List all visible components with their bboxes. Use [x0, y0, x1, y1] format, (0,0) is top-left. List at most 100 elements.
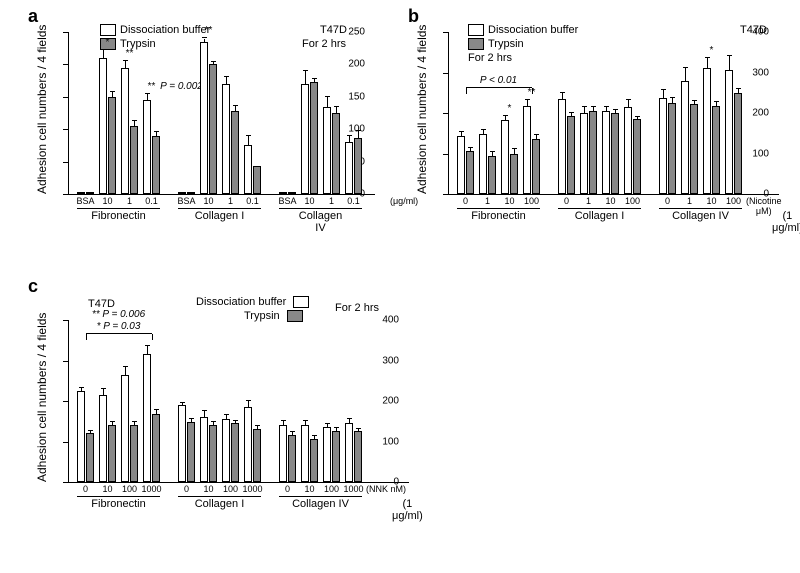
bar [457, 136, 465, 194]
bar [200, 42, 208, 194]
group-label: Collagen IV [672, 210, 729, 222]
bar [187, 192, 195, 194]
bar [354, 138, 362, 194]
legend-open-label: Dissociation buffer [196, 296, 286, 308]
bar [244, 145, 252, 194]
sig-annot: * [106, 37, 110, 48]
ecm-conc-label: (1 μg/ml) [772, 210, 800, 234]
bar [703, 68, 711, 194]
dose-label: 0.1 [145, 196, 158, 206]
bar [143, 354, 151, 482]
unit-suffix: (NNK nM) [366, 484, 406, 494]
bar [323, 427, 331, 482]
dose-label: BSA [278, 196, 296, 206]
bar [99, 395, 107, 482]
bar [734, 93, 742, 194]
bar [222, 419, 230, 482]
bar [200, 417, 208, 482]
bar [288, 435, 296, 482]
bar [712, 106, 720, 194]
bar [602, 111, 610, 194]
chart-a: 050100150200250Adhesion cell numbers / 4… [68, 32, 375, 195]
bar [253, 429, 261, 482]
bar [659, 98, 667, 194]
ecm-conc-label: (1 μg/ml) [392, 498, 423, 522]
ytick-label: 100 [752, 148, 769, 159]
bar [77, 192, 85, 194]
bar [108, 97, 116, 194]
bar [310, 82, 318, 194]
bracket-label: * P = 0.03 [97, 321, 141, 332]
dose-label: 0 [564, 196, 569, 206]
bar [501, 120, 509, 194]
dose-label: 10 [605, 196, 615, 206]
ytick-label: 100 [382, 436, 399, 447]
sig-annot: ** [126, 48, 134, 59]
dose-label: 0.1 [347, 196, 360, 206]
bar [209, 64, 217, 194]
y-axis-label: Adhesion cell numbers / 4 fields [415, 25, 429, 194]
sig-annot: ** [205, 25, 213, 36]
bar [152, 414, 160, 482]
ytick-label: 250 [348, 27, 365, 38]
dose-label: 100 [524, 196, 539, 206]
bar [624, 107, 632, 194]
group-label: Fibronectin [91, 498, 145, 510]
bar [332, 431, 340, 482]
dose-label: BSA [76, 196, 94, 206]
bar [99, 58, 107, 194]
bar [633, 119, 641, 194]
dose-label: 10 [304, 484, 314, 494]
dose-label: 1 [228, 196, 233, 206]
sig-annot: * [508, 103, 512, 114]
bar [244, 407, 252, 482]
bar [332, 113, 340, 194]
bar [310, 439, 318, 482]
dose-label: 10 [706, 196, 716, 206]
bar [466, 151, 474, 194]
bracket-label: P < 0.01 [480, 75, 517, 86]
bar [345, 423, 353, 482]
bar [222, 84, 230, 194]
bar [288, 192, 296, 194]
legend-swatch-open-icon [293, 296, 309, 308]
bar [187, 422, 195, 482]
time-c: For 2 hrs [335, 302, 379, 314]
bar [479, 134, 487, 194]
dose-label: 1 [687, 196, 692, 206]
bar [690, 104, 698, 194]
ytick-label: 400 [752, 27, 769, 38]
bar [130, 425, 138, 482]
dose-label: 0 [83, 484, 88, 494]
group-label: Collagen I [195, 210, 245, 222]
legend-open-c: Dissociation buffer [196, 296, 313, 308]
bar [178, 405, 186, 482]
bar [611, 113, 619, 194]
y-axis-label: Adhesion cell numbers / 4 fields [35, 313, 49, 482]
bar [589, 111, 597, 194]
sig-annot: * [710, 45, 714, 56]
bar [279, 192, 287, 194]
chart-c: 0100200300400Adhesion cell numbers / 4 f… [68, 320, 409, 483]
dose-label: 1000 [343, 484, 363, 494]
group-label: Collagen I [195, 498, 245, 510]
dose-label: 10 [102, 196, 112, 206]
bar [231, 111, 239, 194]
bar [77, 391, 85, 482]
sig-annot: ** [148, 81, 156, 92]
dose-label: 100 [223, 484, 238, 494]
dose-label: 10 [102, 484, 112, 494]
bar [301, 84, 309, 194]
bar [567, 116, 575, 194]
chart-b: 0100200300400Adhesion cell numbers / 4 f… [448, 32, 779, 195]
dose-label: 10 [203, 484, 213, 494]
ytick-label: 300 [752, 67, 769, 78]
panel-label-c: c [28, 276, 38, 297]
bar [510, 154, 518, 195]
bar [523, 106, 531, 194]
dose-label: 100 [726, 196, 741, 206]
bar [86, 192, 94, 194]
bar [345, 142, 353, 194]
dose-label: 1 [485, 196, 490, 206]
dose-label: 100 [324, 484, 339, 494]
